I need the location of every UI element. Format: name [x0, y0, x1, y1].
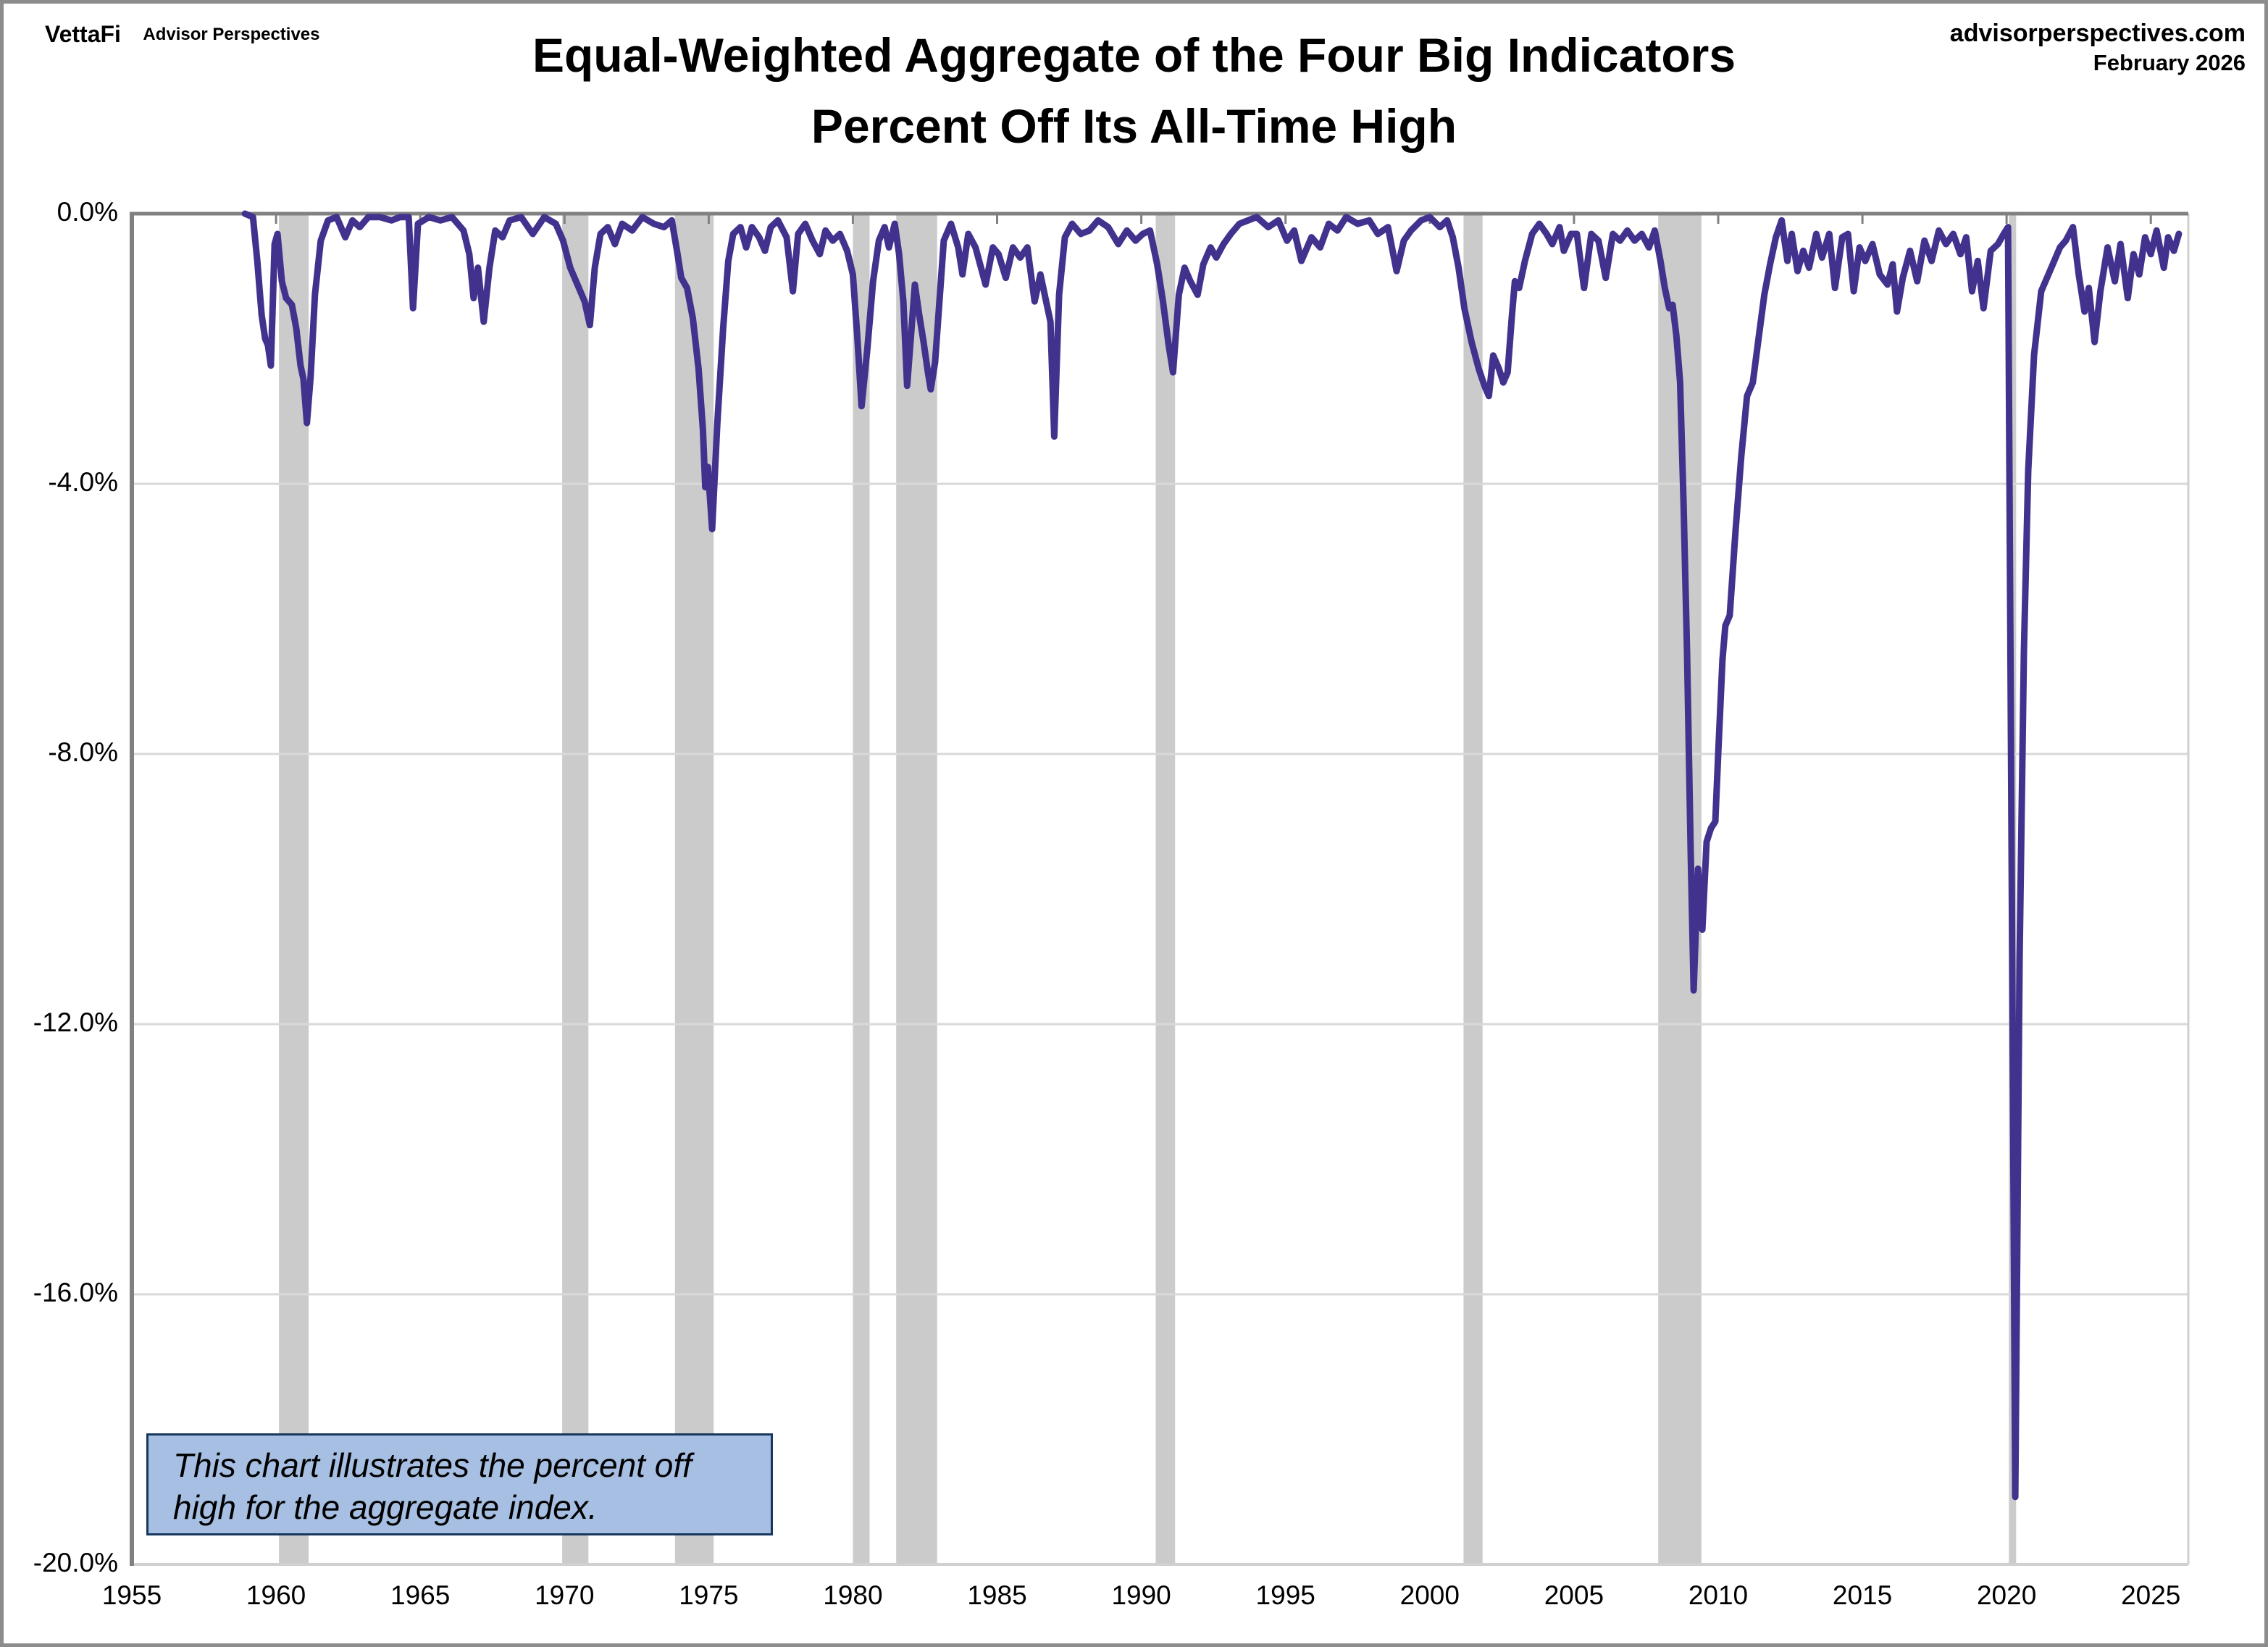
y-axis-label: -12.0%: [33, 1007, 118, 1037]
x-axis-label: 2000: [1399, 1580, 1460, 1610]
x-axis-label: 2025: [2121, 1580, 2181, 1610]
recession-band: [674, 214, 714, 1564]
chart-canvas: [130, 210, 2190, 1566]
source-date-text: February 2026: [2093, 50, 2246, 75]
x-axis-label: 1965: [390, 1580, 451, 1610]
y-axis-label: -16.0%: [33, 1278, 118, 1307]
data-line: [241, 210, 2183, 1501]
annotation-note-box: This chart illustrates the percent off h…: [146, 1433, 773, 1535]
note-line-1: This chart illustrates the percent off: [173, 1446, 692, 1484]
source-attribution: advisorperspectives.com February 2026: [1950, 18, 2246, 77]
x-axis-label: 1985: [967, 1580, 1027, 1610]
recession-band: [1463, 214, 1483, 1564]
y-axis-label: -20.0%: [33, 1548, 118, 1577]
y-axis-label: -4.0%: [48, 467, 118, 497]
x-axis-label: 2005: [1544, 1580, 1604, 1610]
recession-band: [853, 214, 870, 1564]
recession-band: [279, 214, 309, 1564]
x-axis-label: 2015: [1832, 1580, 1893, 1610]
x-axis-label: 1995: [1255, 1580, 1315, 1610]
x-axis-label: 1970: [535, 1580, 595, 1610]
x-axis-label: 1990: [1111, 1580, 1171, 1610]
advisor-perspectives-logo-text: Advisor Perspectives: [143, 25, 320, 44]
vettafi-logo-text: VettaFi: [45, 21, 121, 47]
source-website-text: advisorperspectives.com: [1949, 20, 2246, 47]
x-axis-label: 1955: [101, 1580, 162, 1610]
note-line-2: high for the aggregate index.: [173, 1488, 598, 1526]
recession-band: [562, 214, 589, 1564]
y-axis-label: 0.0%: [57, 197, 118, 227]
brand-logo: VettaFi Advisor Perspectives: [45, 21, 320, 50]
x-axis-label: 1980: [823, 1580, 883, 1610]
x-axis-label: 2010: [1688, 1580, 1749, 1610]
y-axis-label: -8.0%: [48, 737, 118, 767]
recession-band: [896, 214, 937, 1564]
plot-area: [4, 4, 2264, 1643]
x-axis-label: 1975: [679, 1580, 739, 1610]
x-axis-label: 1960: [246, 1580, 306, 1610]
recession-band: [1155, 214, 1176, 1564]
x-axis-label: 2020: [1976, 1580, 2037, 1610]
